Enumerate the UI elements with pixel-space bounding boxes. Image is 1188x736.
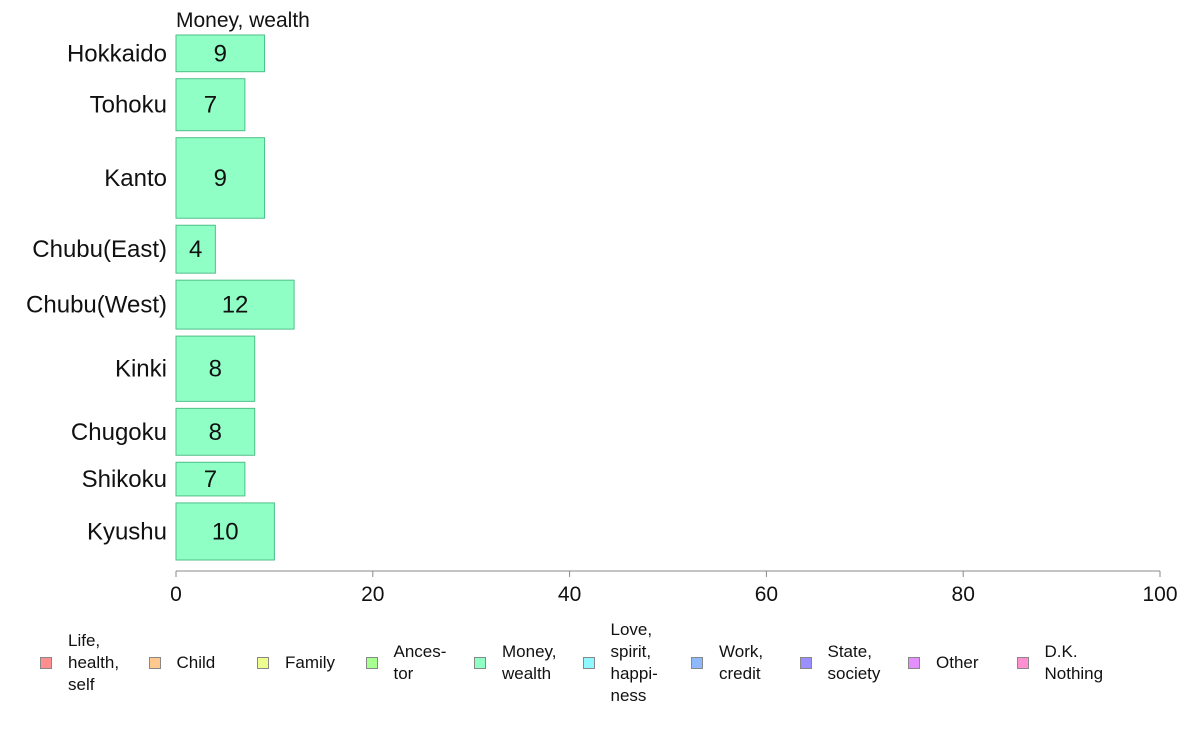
bar xyxy=(175,137,266,219)
bar xyxy=(175,34,266,73)
bar xyxy=(175,502,275,561)
legend-item: Money, wealth xyxy=(474,641,557,685)
legend-swatch xyxy=(257,657,269,669)
legend-item: State, society xyxy=(799,641,881,685)
x-tick-label: 80 xyxy=(952,583,975,606)
legend-label: State, society xyxy=(827,642,881,683)
bar xyxy=(175,335,256,402)
data-label: 7 xyxy=(204,466,217,493)
legend-label: Life, health, self xyxy=(68,631,120,694)
legend-item: Other xyxy=(908,652,979,674)
legend-item: Work, credit xyxy=(691,641,763,685)
legend-item: D.K. Nothing xyxy=(1016,641,1104,685)
legend-swatch xyxy=(365,657,378,669)
legend-item: Child xyxy=(148,652,216,674)
data-label: 10 xyxy=(212,518,239,545)
category-label: Tohoku xyxy=(90,92,167,119)
category-label: Kanto xyxy=(104,165,167,192)
x-tick-label: 0 xyxy=(170,583,182,606)
category-label: Shikoku xyxy=(82,466,167,493)
category-label: Chubu(West) xyxy=(26,292,167,319)
bar xyxy=(175,279,295,330)
x-tick-label: 60 xyxy=(755,583,778,606)
data-label: 9 xyxy=(214,165,227,192)
data-label: 8 xyxy=(209,356,222,383)
bar xyxy=(175,461,246,497)
legend-label: Other xyxy=(936,653,979,672)
bar xyxy=(175,224,216,274)
legend-swatch xyxy=(1016,657,1029,669)
data-label: 12 xyxy=(222,292,249,319)
legend: Life, health, self Child Family Ances- tor M… xyxy=(0,610,1188,720)
bars: Hokkaido 9 Tohoku 7 Kanto 9 Chubu(East) 4 Chubu(… xyxy=(26,34,295,561)
legend-label: Ances- tor xyxy=(393,642,447,683)
data-label: 4 xyxy=(189,236,202,263)
legend-item: Family xyxy=(257,652,335,674)
category-label: Kyushu xyxy=(87,518,167,545)
legend-label: Family xyxy=(285,653,336,672)
legend-swatch xyxy=(691,657,703,669)
legend-swatch xyxy=(148,657,161,669)
legend-label: D.K. Nothing xyxy=(1044,642,1104,683)
panel-title: Money, wealth xyxy=(176,9,310,32)
legend-swatch xyxy=(908,657,920,669)
legend-item: Ances- tor xyxy=(365,641,447,685)
data-label: 7 xyxy=(204,92,217,119)
legend-swatch xyxy=(40,657,52,669)
bar xyxy=(175,78,246,132)
data-label: 8 xyxy=(209,419,222,446)
x-axis: 0 20 40 60 80 100 xyxy=(170,570,1178,606)
bar xyxy=(175,407,256,456)
legend-label: Work, credit xyxy=(719,642,764,683)
chart: Money, wealth Hokkaido 9 Tohoku 7 Kanto 9 Chub… xyxy=(26,9,1178,606)
legend-item: Life, health, self xyxy=(40,630,119,696)
legend-label: Child xyxy=(176,653,216,672)
legend-item: Love, spirit, happi- ness xyxy=(582,619,658,707)
category-label: Hokkaido xyxy=(67,40,167,67)
category-label: Chubu(East) xyxy=(32,236,167,263)
legend-swatch xyxy=(474,657,486,669)
category-label: Chugoku xyxy=(71,419,167,446)
legend-label: Money, wealth xyxy=(502,642,557,683)
legend-swatch xyxy=(582,657,595,669)
legend-label: Love, spirit, happi- ness xyxy=(610,620,658,705)
data-label: 9 xyxy=(214,40,227,67)
x-tick-label: 100 xyxy=(1142,583,1177,606)
x-tick-label: 40 xyxy=(558,583,581,606)
category-label: Kinki xyxy=(115,356,167,383)
x-tick-label: 20 xyxy=(361,583,384,606)
legend-swatch xyxy=(799,657,812,669)
